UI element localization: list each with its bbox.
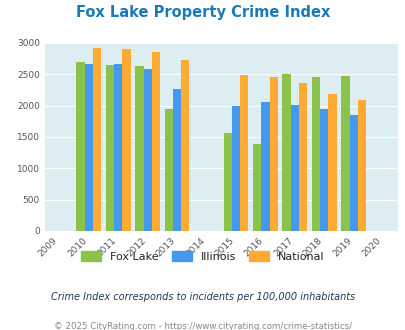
Bar	[349, 115, 357, 231]
Bar	[85, 64, 93, 231]
Bar	[239, 75, 248, 231]
Bar	[114, 64, 122, 231]
Bar	[290, 105, 298, 231]
Bar	[341, 76, 349, 231]
Bar	[298, 83, 307, 231]
Bar	[252, 145, 261, 231]
Bar	[357, 100, 365, 231]
Bar	[231, 106, 239, 231]
Bar	[261, 102, 269, 231]
Bar	[311, 78, 320, 231]
Bar	[143, 69, 151, 231]
Bar	[122, 49, 130, 231]
Bar	[106, 65, 114, 231]
Text: Fox Lake Property Crime Index: Fox Lake Property Crime Index	[76, 5, 329, 20]
Text: © 2025 CityRating.com - https://www.cityrating.com/crime-statistics/: © 2025 CityRating.com - https://www.city…	[54, 322, 351, 330]
Legend: Fox Lake, Illinois, National: Fox Lake, Illinois, National	[77, 247, 328, 267]
Bar	[76, 62, 85, 231]
Bar	[328, 94, 336, 231]
Bar	[164, 109, 173, 231]
Bar	[93, 48, 101, 231]
Bar	[135, 66, 143, 231]
Bar	[320, 109, 328, 231]
Bar	[223, 133, 231, 231]
Text: Crime Index corresponds to incidents per 100,000 inhabitants: Crime Index corresponds to incidents per…	[51, 292, 354, 302]
Bar	[173, 89, 181, 231]
Bar	[282, 74, 290, 231]
Bar	[269, 77, 277, 231]
Bar	[151, 52, 160, 231]
Bar	[181, 60, 189, 231]
